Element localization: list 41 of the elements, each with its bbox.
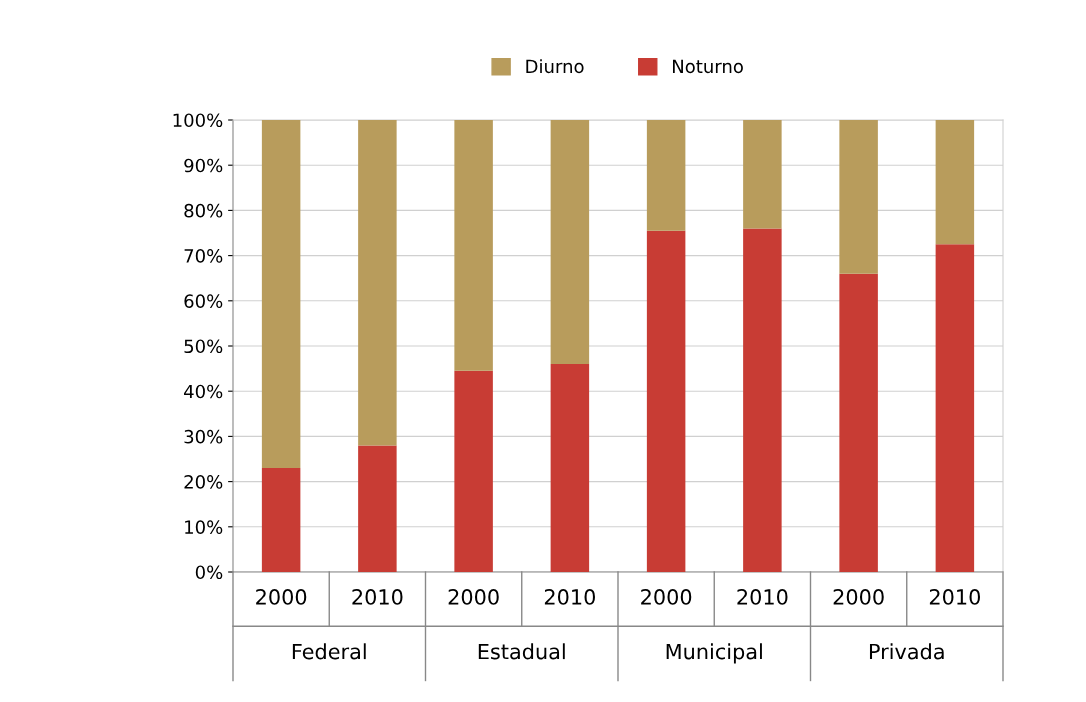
bar bbox=[646, 230, 686, 572]
bar bbox=[839, 273, 878, 572]
text: Federal bbox=[292, 643, 366, 660]
x-tick-label: 2010 bbox=[929, 589, 980, 605]
legend-label: Noturno bbox=[673, 59, 743, 74]
x-tick-label: 2010 bbox=[352, 589, 403, 605]
x-tick-label: 2000 bbox=[641, 589, 692, 605]
x-tick-label: 2010 bbox=[737, 589, 788, 605]
text: Municipal bbox=[666, 643, 762, 664]
bar bbox=[935, 244, 975, 572]
text: Estadual bbox=[478, 643, 565, 660]
x-tick-label: 2000 bbox=[256, 589, 307, 605]
y-tick-label: 30% bbox=[184, 429, 223, 444]
y-tick-label: 80% bbox=[184, 203, 223, 218]
bar bbox=[358, 445, 397, 572]
legend-label: Diurno bbox=[526, 59, 584, 74]
x-tick-label: 2010 bbox=[544, 589, 595, 605]
y-tick-label: 0% bbox=[195, 565, 223, 580]
bar bbox=[935, 120, 975, 245]
bar bbox=[550, 120, 590, 365]
y-tick-label: 10% bbox=[185, 520, 223, 534]
bar bbox=[454, 370, 493, 572]
x-tick-label: 2000 bbox=[833, 589, 884, 605]
bar bbox=[454, 120, 493, 371]
bar bbox=[839, 120, 878, 274]
y-tick-label: 90% bbox=[184, 158, 223, 173]
text: Privada bbox=[869, 643, 944, 660]
bar bbox=[550, 364, 590, 572]
bar bbox=[358, 120, 397, 446]
y-tick-label: 40% bbox=[184, 384, 223, 399]
bar bbox=[646, 120, 686, 231]
y-tick-label: 50% bbox=[184, 339, 223, 354]
bar bbox=[261, 120, 301, 469]
x-tick-label: 2000 bbox=[448, 589, 499, 605]
y-tick-label: 60% bbox=[184, 294, 223, 308]
y-tick-label: 20% bbox=[184, 475, 223, 489]
y-tick-label: 70% bbox=[184, 249, 223, 263]
bar bbox=[261, 468, 301, 572]
bar bbox=[743, 228, 782, 572]
y-tick-label: 100% bbox=[173, 113, 223, 128]
bar bbox=[743, 120, 782, 229]
